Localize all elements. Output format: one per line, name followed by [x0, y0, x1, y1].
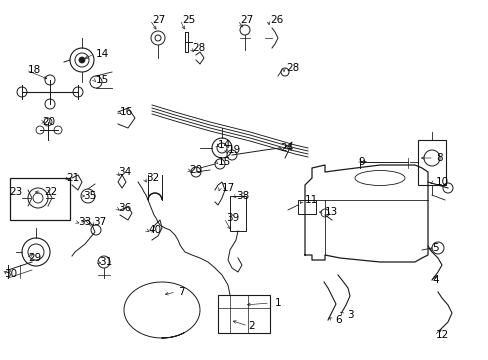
- Text: 38: 38: [236, 191, 249, 201]
- Text: 3: 3: [346, 310, 353, 320]
- Text: 4: 4: [431, 275, 438, 285]
- Text: 35: 35: [83, 191, 96, 201]
- Text: 32: 32: [146, 173, 159, 183]
- Circle shape: [79, 57, 85, 63]
- Bar: [417, 140, 445, 185]
- Text: 33: 33: [78, 217, 91, 227]
- Text: 27: 27: [240, 15, 253, 25]
- Text: 24: 24: [280, 143, 293, 153]
- Text: 34: 34: [118, 167, 131, 177]
- Text: 17: 17: [222, 183, 235, 193]
- Text: 27: 27: [152, 15, 165, 25]
- Text: 28: 28: [192, 43, 205, 53]
- Text: 25: 25: [182, 15, 195, 25]
- Text: 2: 2: [247, 321, 254, 331]
- Text: 8: 8: [435, 153, 442, 163]
- Text: 30: 30: [4, 269, 17, 279]
- Text: 18: 18: [28, 65, 41, 75]
- Text: 26: 26: [269, 15, 283, 25]
- Text: 15: 15: [96, 75, 109, 85]
- Bar: [297, 200, 315, 214]
- Text: 12: 12: [435, 330, 448, 340]
- Text: 1: 1: [274, 298, 281, 308]
- Text: 13: 13: [325, 207, 338, 217]
- Text: 23: 23: [9, 187, 22, 197]
- Text: 20: 20: [42, 117, 55, 127]
- Text: 29: 29: [28, 253, 41, 263]
- Text: 36: 36: [118, 203, 131, 213]
- Bar: [218, 295, 269, 333]
- Text: 22: 22: [44, 187, 57, 197]
- Text: 40: 40: [148, 225, 161, 235]
- Text: 28: 28: [285, 63, 299, 73]
- Text: 37: 37: [93, 217, 106, 227]
- Text: 16: 16: [120, 107, 133, 117]
- Text: 9: 9: [357, 157, 364, 167]
- Text: 5: 5: [431, 243, 438, 253]
- Text: 7: 7: [178, 287, 184, 297]
- Text: 19: 19: [227, 145, 241, 155]
- Bar: [229, 196, 245, 231]
- Text: 10: 10: [435, 177, 448, 187]
- Text: 6: 6: [334, 315, 341, 325]
- Bar: [10, 178, 70, 220]
- Text: 20: 20: [189, 165, 202, 175]
- Text: 31: 31: [99, 257, 112, 267]
- Text: 11: 11: [305, 195, 318, 205]
- Text: 14: 14: [218, 140, 231, 150]
- Text: 15: 15: [218, 157, 231, 167]
- Text: 21: 21: [66, 173, 79, 183]
- Text: 14: 14: [96, 49, 109, 59]
- Text: 39: 39: [225, 213, 239, 223]
